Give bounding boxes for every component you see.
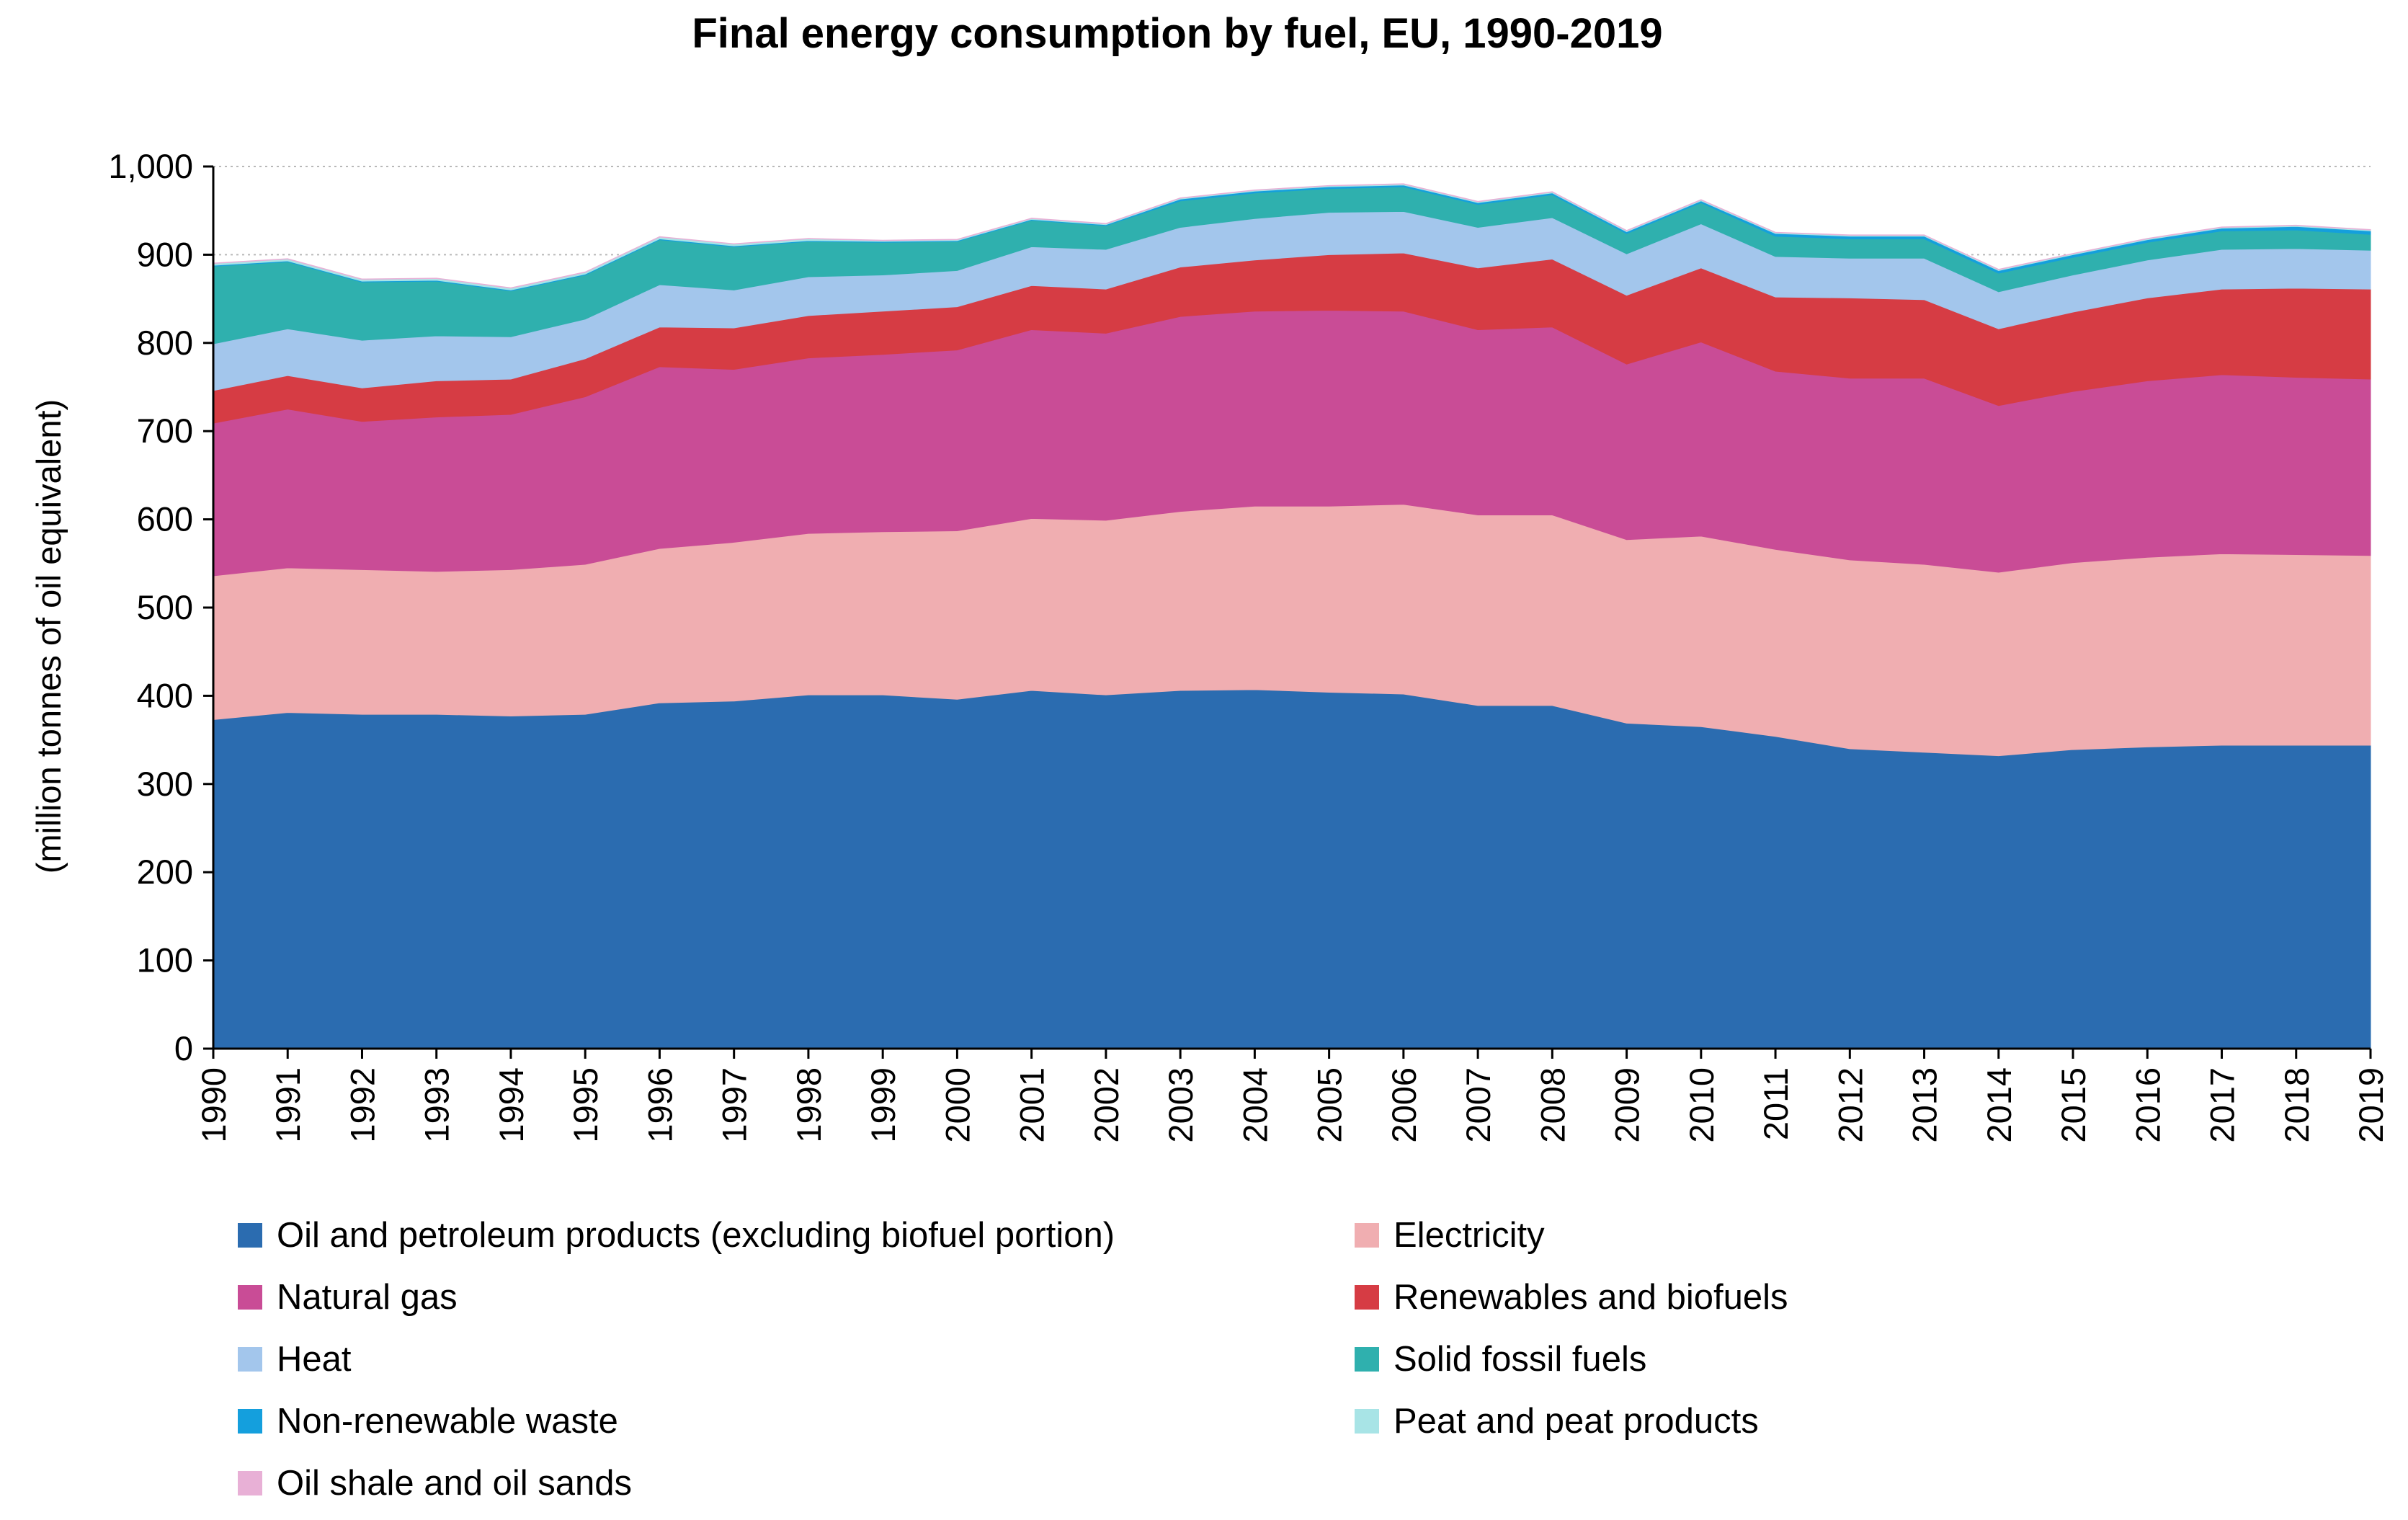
y-tick-label: 200 (137, 853, 193, 891)
y-tick-labels: 0 100 200 300 400 500 600 700 800 900 1,000 (108, 147, 193, 1067)
legend-label: Natural gas (277, 1278, 458, 1317)
y-tick-label: 400 (137, 676, 193, 714)
y-tick-label: 500 (137, 588, 193, 626)
legend-label: Electricity (1393, 1216, 1545, 1255)
legend-label: Heat (277, 1340, 352, 1379)
x-tick-label: 2014 (1980, 1067, 2018, 1143)
y-tick-label: 700 (137, 412, 193, 450)
x-tick-label: 1992 (343, 1067, 381, 1143)
axes (203, 165, 2372, 1059)
y-tick-label: 300 (137, 765, 193, 803)
x-tick-label: 2018 (2278, 1067, 2316, 1143)
legend-swatch (238, 1471, 262, 1495)
x-tick-label: 2005 (1311, 1067, 1349, 1143)
x-tick-label: 2010 (1682, 1067, 1721, 1143)
legend-item: Solid fossil fuels (1355, 1335, 2327, 1384)
legend-item: Natural gas (238, 1273, 1355, 1322)
legend-item: Heat (238, 1335, 1355, 1384)
x-tick-label: 2016 (2128, 1067, 2167, 1143)
legend-item: Electricity (1355, 1211, 2327, 1260)
x-tick-label: 2004 (1236, 1067, 1274, 1143)
legend-label: Renewables and biofuels (1393, 1278, 1788, 1317)
x-tick-label: 1990 (195, 1067, 233, 1143)
legend-swatch (238, 1285, 262, 1310)
legend-label: Non-renewable waste (277, 1402, 618, 1441)
legend-item: Oil shale and oil sands (238, 1459, 1355, 1508)
x-tick-label: 2002 (1087, 1067, 1125, 1143)
legend-swatch (238, 1409, 262, 1434)
legend-swatch (238, 1223, 262, 1248)
legend-swatch (1355, 1347, 1379, 1372)
y-tick-label: 900 (137, 235, 193, 273)
area-oil-shale-and-oil-sands (213, 183, 2371, 289)
x-tick-label: 1991 (269, 1067, 307, 1143)
x-tick-label: 2015 (2054, 1067, 2092, 1143)
x-tick-label: 1999 (864, 1067, 902, 1143)
legend-item: Oil and petroleum products (excluding bi… (238, 1211, 1355, 1260)
y-tick-label: 1,000 (108, 147, 193, 185)
x-tick-label: 2000 (938, 1067, 976, 1143)
legend-label: Oil and petroleum products (excluding bi… (277, 1216, 1115, 1255)
y-tick-label: 0 (174, 1029, 193, 1067)
legend-item: Renewables and biofuels (1355, 1273, 2327, 1322)
legend-swatch (1355, 1409, 1379, 1434)
x-tick-label: 2008 (1533, 1067, 1571, 1143)
x-tick-label: 2009 (1608, 1067, 1646, 1143)
x-tick-label: 2017 (2203, 1067, 2242, 1143)
x-tick-label: 1997 (715, 1067, 754, 1143)
y-tick-label: 100 (137, 941, 193, 979)
legend-label: Solid fossil fuels (1393, 1340, 1647, 1379)
chart-title: Final energy consumption by fuel, EU, 19… (692, 10, 1662, 57)
area-series-group (213, 183, 2371, 1049)
x-tick-label: 1994 (492, 1067, 530, 1143)
x-tick-label: 1995 (566, 1067, 605, 1143)
x-tick-label: 1993 (418, 1067, 456, 1143)
x-tick-label: 2011 (1757, 1067, 1795, 1140)
legend-swatch (238, 1347, 262, 1372)
y-axis-label: (million tonnes of oil equivalent) (30, 399, 68, 874)
x-tick-label: 2013 (1906, 1067, 1944, 1143)
x-tick-label: 2019 (2352, 1067, 2390, 1143)
x-tick-label: 1998 (790, 1067, 828, 1143)
x-tick-label: 2012 (1831, 1067, 1869, 1143)
x-tick-label: 2003 (1161, 1067, 1200, 1143)
x-tick-label: 2007 (1459, 1067, 1497, 1143)
legend: Oil and petroleum products (excluding bi… (238, 1211, 2327, 1508)
legend-swatch (1355, 1285, 1379, 1310)
legend-label: Oil shale and oil sands (277, 1464, 633, 1503)
legend-item: Non-renewable waste (238, 1397, 1355, 1446)
x-tick-label: 2001 (1013, 1067, 1051, 1143)
y-tick-label: 800 (137, 324, 193, 362)
x-tick-labels: 1990 1991 1992 1993 1994 1995 1996 1997 1998 1999… (195, 1067, 2390, 1143)
legend-item: Peat and peat products (1355, 1397, 2327, 1446)
x-tick-label: 2006 (1385, 1067, 1423, 1143)
x-tick-label: 1996 (641, 1067, 679, 1143)
legend-swatch (1355, 1223, 1379, 1248)
y-tick-label: 600 (137, 500, 193, 538)
legend-label: Peat and peat products (1393, 1402, 1759, 1441)
